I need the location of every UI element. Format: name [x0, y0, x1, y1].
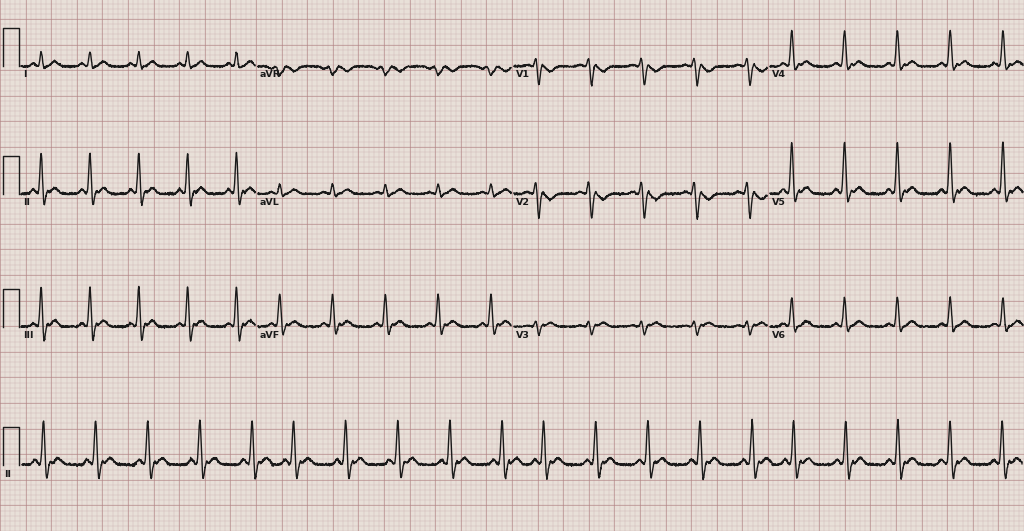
- Text: V2: V2: [516, 198, 530, 207]
- Text: II: II: [4, 469, 11, 478]
- Text: V3: V3: [516, 331, 529, 339]
- Text: II: II: [23, 198, 30, 207]
- Text: III: III: [23, 331, 34, 339]
- Text: aVL: aVL: [260, 198, 280, 207]
- Text: V5: V5: [772, 198, 785, 207]
- Text: aVF: aVF: [260, 331, 281, 339]
- Text: V6: V6: [772, 331, 786, 339]
- Text: V4: V4: [772, 71, 786, 79]
- Text: I: I: [23, 71, 27, 79]
- Text: V1: V1: [516, 71, 530, 79]
- Text: aVR: aVR: [260, 71, 281, 79]
